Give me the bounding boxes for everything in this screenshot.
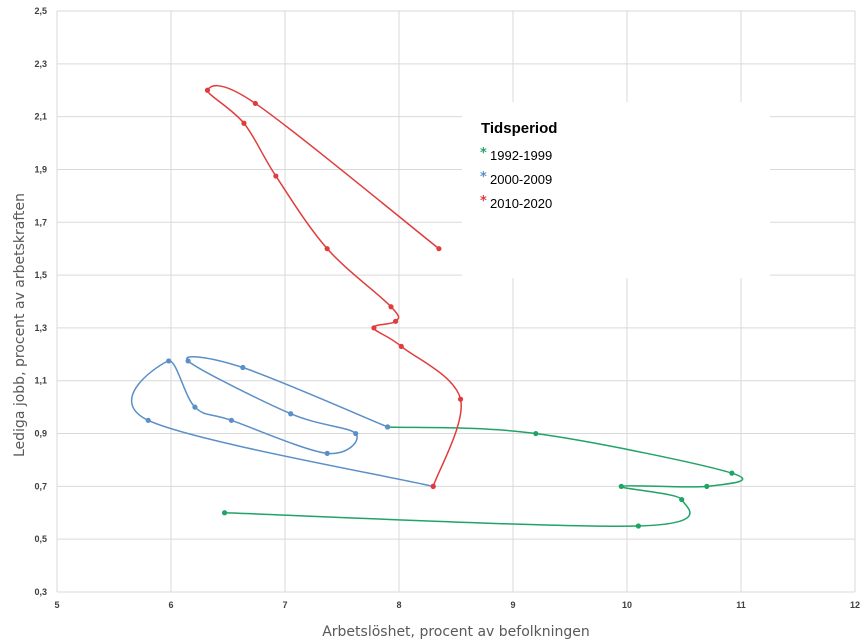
data-point: [353, 430, 359, 437]
y-tick-label: 2,5: [34, 6, 47, 16]
data-point: [221, 510, 228, 516]
legend-item-1: * 1992-1999: [480, 146, 552, 163]
y-tick-label: 1,1: [34, 376, 47, 386]
y-tick-label: 2,3: [34, 59, 47, 69]
data-point: [371, 325, 377, 331]
y-tick-label: 2,1: [34, 112, 47, 122]
y-tick-label: 0,9: [34, 429, 47, 439]
x-tick-label: 8: [396, 600, 401, 610]
data-point: [679, 496, 685, 503]
legend-title: Tidsperiod: [481, 120, 557, 137]
data-point: [185, 358, 191, 364]
data-point: [252, 100, 258, 107]
series-line-1: [224, 426, 744, 527]
data-point: [436, 246, 442, 252]
x-tick-label: 11: [736, 600, 746, 610]
data-point: [192, 404, 198, 410]
series-1: [221, 424, 744, 529]
y-tick-label: 1,9: [34, 164, 47, 174]
series-line-3: [206, 84, 462, 487]
data-point: [388, 304, 394, 310]
data-point: [533, 430, 539, 437]
data-point: [288, 411, 294, 417]
tick-labels: 5 6 7 8 9 10 11 12 0,3 0,5 0,7 0,9 1,1 1,3 1,5 1,7 1,9 2,…: [34, 6, 860, 610]
data-point: [240, 364, 246, 371]
data-point: [241, 120, 247, 126]
legend-marker-2: *: [480, 170, 487, 185]
data-point: [385, 424, 391, 430]
data-point: [166, 358, 172, 364]
legend-marker-3: *: [480, 194, 487, 209]
series-3: [204, 84, 464, 489]
legend-label-2: 2000-2009: [490, 172, 552, 187]
x-axis-label: Arbetslöshet, procent av befolkningen: [322, 624, 590, 640]
data-point: [273, 173, 279, 179]
y-axis-label: Lediga jobb, procent av arbetskraften: [12, 193, 28, 457]
legend-marker-1: *: [480, 146, 487, 161]
x-tick-label: 10: [622, 600, 632, 610]
series-layer: [130, 84, 744, 529]
x-tick-label: 7: [282, 600, 287, 610]
x-tick-label: 9: [510, 600, 515, 610]
legend-item-2: * 2000-2009: [480, 170, 552, 187]
legend-box: [462, 102, 770, 278]
data-point: [324, 246, 330, 252]
y-tick-label: 0,5: [34, 534, 47, 544]
data-point: [635, 523, 642, 529]
data-point: [228, 417, 235, 423]
data-point: [729, 470, 735, 476]
legend-item-3: * 2010-2020: [480, 194, 552, 211]
y-tick-label: 1,7: [34, 217, 47, 227]
data-point: [704, 483, 710, 489]
legend-label-1: 1992-1999: [490, 148, 552, 163]
x-tick-label: 12: [850, 600, 860, 610]
series-2: [130, 356, 436, 489]
data-point: [145, 417, 151, 423]
data-point: [398, 343, 404, 349]
data-point: [618, 483, 624, 489]
data-point: [430, 483, 436, 489]
data-point: [204, 87, 211, 93]
x-tick-label: 6: [168, 600, 173, 610]
data-point: [392, 318, 399, 324]
y-tick-label: 0,3: [34, 587, 47, 597]
y-tick-label: 1,3: [34, 323, 47, 333]
data-point: [324, 450, 330, 456]
y-tick-label: 1,5: [34, 270, 47, 280]
data-point: [457, 396, 464, 402]
y-tick-label: 0,7: [34, 481, 47, 491]
x-tick-label: 5: [54, 600, 59, 610]
legend-label-3: 2010-2020: [490, 196, 552, 211]
